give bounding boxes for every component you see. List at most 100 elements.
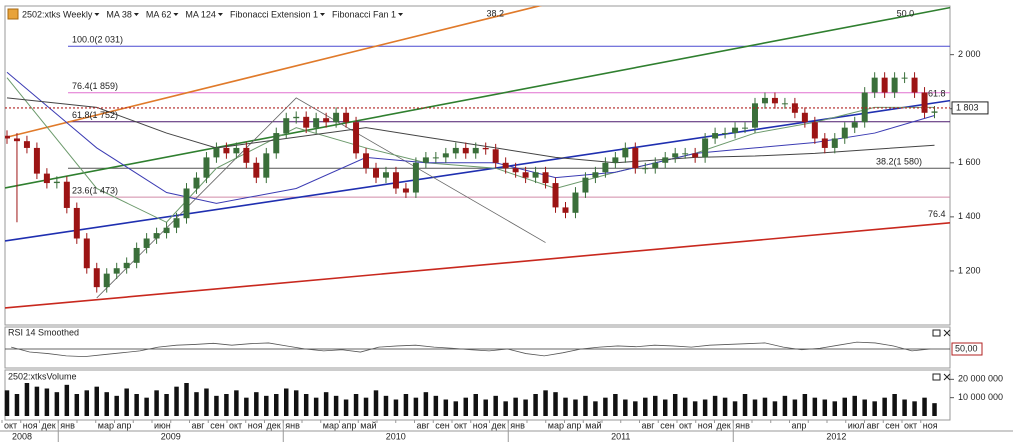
- fan-line: [5, 6, 950, 189]
- candle-body: [442, 153, 449, 158]
- candle-body: [562, 207, 569, 213]
- month-label: сен: [435, 420, 450, 430]
- candle-body: [402, 188, 409, 193]
- candle-body: [662, 157, 669, 163]
- close-icon[interactable]: [943, 373, 951, 381]
- volume-bar: [473, 394, 478, 416]
- volume-bar: [852, 395, 857, 416]
- volume-title: 2502:xtksVolume: [8, 371, 77, 381]
- legend-item: MA 38: [106, 9, 132, 19]
- candle-body: [432, 157, 439, 159]
- candle-body: [552, 183, 559, 208]
- candle-body: [482, 147, 489, 150]
- volume-bar: [453, 401, 459, 416]
- rsi-line: [11, 341, 931, 358]
- candle-body: [881, 77, 888, 93]
- fib-level-label: 61.8(1 752): [72, 110, 118, 120]
- volume-bar: [872, 401, 877, 416]
- symbol-icon[interactable]: [7, 8, 19, 20]
- month-label: апр: [792, 420, 807, 430]
- volume-bar: [413, 397, 419, 416]
- rsi-title: RSI 14 Smoothed: [8, 327, 79, 337]
- volume-bar: [343, 399, 349, 416]
- maximize-icon[interactable]: [932, 373, 941, 381]
- candle-body: [73, 207, 80, 239]
- candle-body: [103, 273, 110, 288]
- volume-bar: [224, 394, 229, 416]
- volume-bar: [333, 395, 339, 416]
- volume-bar: [742, 394, 748, 416]
- price-panel: [4, 5, 951, 326]
- month-label: ноя: [23, 420, 38, 430]
- volume-bar: [493, 395, 498, 416]
- month-label: июл: [848, 420, 865, 430]
- dropdown-arrow: [94, 13, 100, 16]
- volume-bar: [194, 392, 199, 416]
- candle-body: [213, 147, 220, 158]
- candle-body: [632, 147, 639, 169]
- candle-body: [921, 92, 928, 113]
- candle-body: [532, 172, 539, 178]
- rsi-level-label: 50,00: [955, 343, 978, 353]
- candle-body: [63, 181, 70, 208]
- candle-body: [392, 172, 399, 189]
- candle-body: [333, 112, 340, 123]
- candle-body: [851, 122, 858, 128]
- month-label: сен: [885, 420, 900, 430]
- month-label: окт: [454, 420, 467, 430]
- volume-bar: [922, 397, 927, 416]
- candle-body: [612, 157, 619, 163]
- maximize-icon[interactable]: [932, 329, 941, 337]
- candle-body: [821, 138, 828, 148]
- candle-body: [283, 118, 290, 134]
- close-icon[interactable]: [943, 329, 951, 337]
- candle-body: [5, 135, 10, 139]
- candle-body: [343, 112, 350, 123]
- volume-bar: [244, 397, 249, 416]
- month-label: янв: [285, 420, 300, 430]
- volume-bar: [732, 401, 738, 416]
- year-label: 2012: [826, 431, 846, 441]
- fan-line: [5, 99, 950, 242]
- candle-body: [652, 162, 659, 169]
- month-label: июн: [154, 420, 171, 430]
- volume-bar: [44, 388, 50, 416]
- volume-bar: [902, 399, 907, 416]
- candle-body: [602, 162, 609, 173]
- candle-body: [801, 112, 808, 123]
- candle-body: [203, 157, 210, 178]
- volume-bar: [593, 401, 598, 416]
- volume-bar: [423, 392, 429, 416]
- volume-bar: [353, 394, 359, 416]
- candle-body: [143, 238, 150, 248]
- candle-body: [712, 133, 719, 139]
- volume-bar: [174, 386, 179, 416]
- volume-bar: [842, 397, 847, 416]
- volume-bar: [433, 395, 439, 416]
- candle-body: [13, 138, 20, 142]
- volume-bar: [812, 397, 818, 416]
- legend-item: MA 124: [185, 9, 216, 19]
- volume-bar: [633, 401, 638, 416]
- month-label: сен: [660, 420, 675, 430]
- month-label: янв: [60, 420, 75, 430]
- year-label: 2009: [161, 431, 181, 441]
- legend-item: Fibonacci Fan 1: [332, 9, 396, 19]
- y-tick-label: 1 600: [958, 157, 981, 167]
- candle-body: [53, 181, 60, 184]
- fib-anchor-line: [96, 97, 546, 299]
- y-tick-label: 1 400: [958, 211, 981, 221]
- candle-body: [871, 77, 878, 93]
- month-label: ноя: [923, 420, 938, 430]
- volume-bar: [104, 392, 109, 416]
- candle-body: [502, 162, 509, 169]
- candle-body: [931, 111, 938, 113]
- candle-body: [452, 147, 459, 154]
- dropdown-arrow: [320, 13, 325, 16]
- volume-bar: [712, 395, 718, 416]
- volume-bar: [722, 397, 728, 416]
- fib-level-label: 23.6(1 473): [72, 186, 118, 196]
- last-price-box: [951, 101, 989, 115]
- dropdown-arrow: [398, 13, 404, 16]
